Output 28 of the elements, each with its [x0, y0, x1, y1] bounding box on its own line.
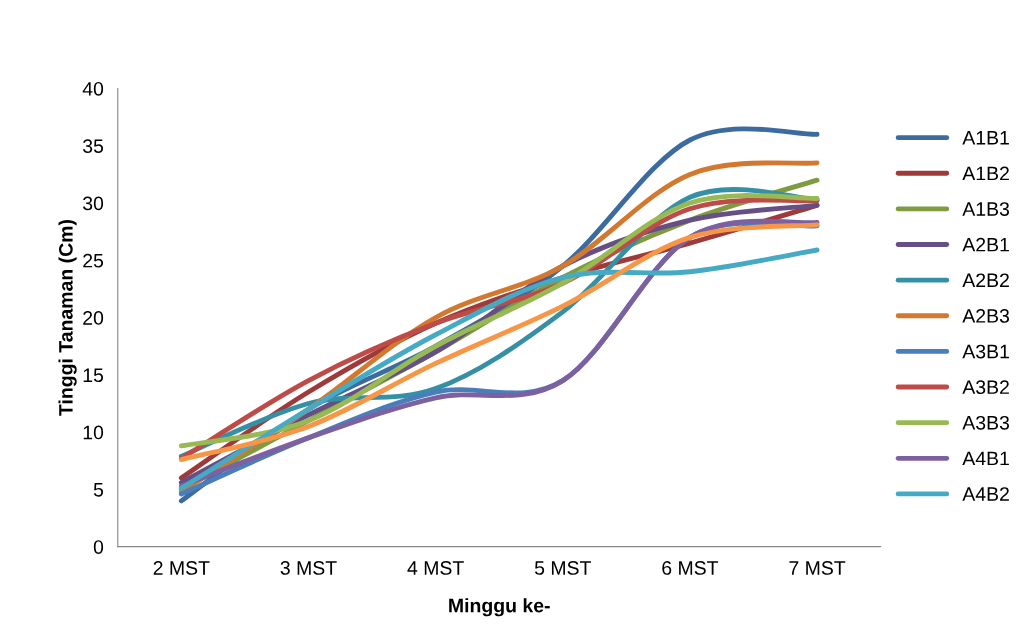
legend-label: A1B3 — [962, 202, 1010, 216]
x-tick-label: 2 MST — [153, 561, 210, 575]
x-tick-label: 6 MST — [662, 561, 719, 575]
y-axis-title: Tinggi Tanaman (Cm) — [58, 220, 77, 416]
legend-label: A1B1 — [962, 131, 1009, 145]
y-tick-label: 0 — [93, 540, 104, 554]
legend-label: A3B1 — [962, 344, 1009, 359]
y-tick-label: 5 — [93, 483, 104, 497]
y-tick-label: 20 — [83, 311, 104, 325]
y-tick-label: 10 — [83, 425, 104, 440]
legend-label: A4B1 — [962, 451, 1009, 466]
legend-label: A1B2 — [962, 166, 1009, 181]
y-tick-label: 25 — [83, 253, 104, 268]
y-tick-label: 15 — [83, 368, 104, 383]
legend-label: A4B2 — [962, 487, 1009, 501]
y-tick-label: 35 — [82, 139, 104, 153]
legend-label: A3B2 — [962, 380, 1009, 395]
y-tick-label: 40 — [82, 81, 104, 96]
x-tick-label: 7 MST — [789, 561, 846, 575]
legend-label: A2B3 — [962, 309, 1010, 323]
legend-label: A2B2 — [962, 273, 1009, 287]
x-tick-label: 3 MST — [280, 561, 337, 575]
y-tick-label: 30 — [82, 196, 104, 211]
x-axis-title: Minggu ke- — [449, 598, 550, 617]
legend-label: A3B3 — [962, 415, 1010, 430]
legend-label: A2B1 — [962, 237, 1009, 252]
x-tick-label: 5 MST — [534, 561, 591, 575]
x-tick-label: 4 MST — [407, 561, 464, 575]
